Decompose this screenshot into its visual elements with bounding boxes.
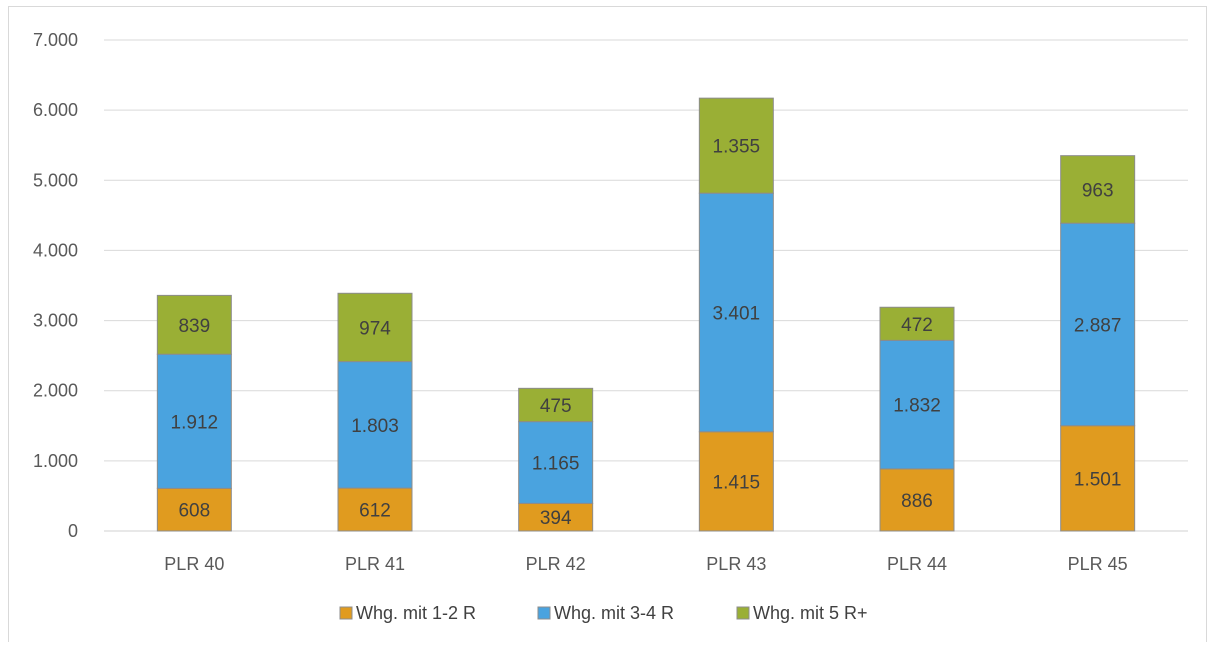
data-label: 1.165 — [532, 454, 580, 475]
data-label: 1.501 — [1074, 469, 1122, 490]
y-tick-label: 1.000 — [33, 451, 78, 471]
bar-segment — [879, 468, 955, 532]
data-label: 974 — [359, 318, 391, 339]
x-tick-label: PLR 43 — [706, 554, 766, 574]
legend-swatch — [339, 606, 353, 620]
y-tick-label: 6.000 — [33, 100, 78, 120]
data-label: 2.887 — [1074, 315, 1122, 336]
bar-segment — [337, 292, 413, 363]
bar-segment — [1060, 155, 1136, 224]
legend-label: Whg. mit 3-4 R — [554, 603, 674, 623]
legend-label: Whg. mit 1-2 R — [356, 603, 476, 623]
data-label: 963 — [1082, 180, 1114, 201]
y-tick-label: 4.000 — [33, 240, 78, 260]
bar-segment — [337, 361, 413, 489]
y-tick-label: 2.000 — [33, 381, 78, 401]
legend-swatch — [736, 606, 750, 620]
data-label: 1.912 — [171, 412, 219, 433]
y-tick-label: 5.000 — [33, 170, 78, 190]
bar-segment — [698, 97, 774, 194]
data-label: 886 — [901, 491, 933, 512]
bar-segment — [518, 421, 594, 504]
x-tick-label: PLR 45 — [1068, 554, 1128, 574]
data-label: 1.832 — [893, 396, 941, 417]
y-tick-label: 3.000 — [33, 311, 78, 331]
data-label: 608 — [178, 501, 210, 522]
y-tick-label: 0 — [68, 521, 78, 541]
bar-segment — [879, 339, 955, 470]
data-label: 1.803 — [351, 416, 399, 437]
x-tick-label: PLR 44 — [887, 554, 947, 574]
data-label: 1.355 — [713, 137, 761, 158]
bar-segment — [698, 431, 774, 532]
x-tick-label: PLR 41 — [345, 554, 405, 574]
data-label: 394 — [540, 508, 572, 529]
data-label: 3.401 — [713, 303, 761, 324]
bar-segment — [518, 502, 594, 532]
x-tick-label: PLR 40 — [164, 554, 224, 574]
x-tick-label: PLR 42 — [526, 554, 586, 574]
data-label: 612 — [359, 501, 391, 522]
bar-segment — [879, 306, 955, 341]
data-label: 1.415 — [713, 472, 761, 493]
data-label: 472 — [901, 315, 933, 336]
bar-segment — [156, 294, 232, 355]
data-label: 839 — [178, 316, 210, 337]
bar-segment — [1060, 425, 1136, 532]
bar-segment — [518, 387, 594, 423]
legend-label: Whg. mit 5 R+ — [753, 603, 868, 623]
data-label: 475 — [540, 396, 572, 417]
bar-segment — [698, 192, 774, 433]
bar-segment — [1060, 222, 1136, 427]
legend-swatch — [537, 606, 551, 620]
bar-segment — [156, 353, 232, 489]
y-tick-label: 7.000 — [33, 30, 78, 50]
bar-segment — [156, 487, 232, 532]
